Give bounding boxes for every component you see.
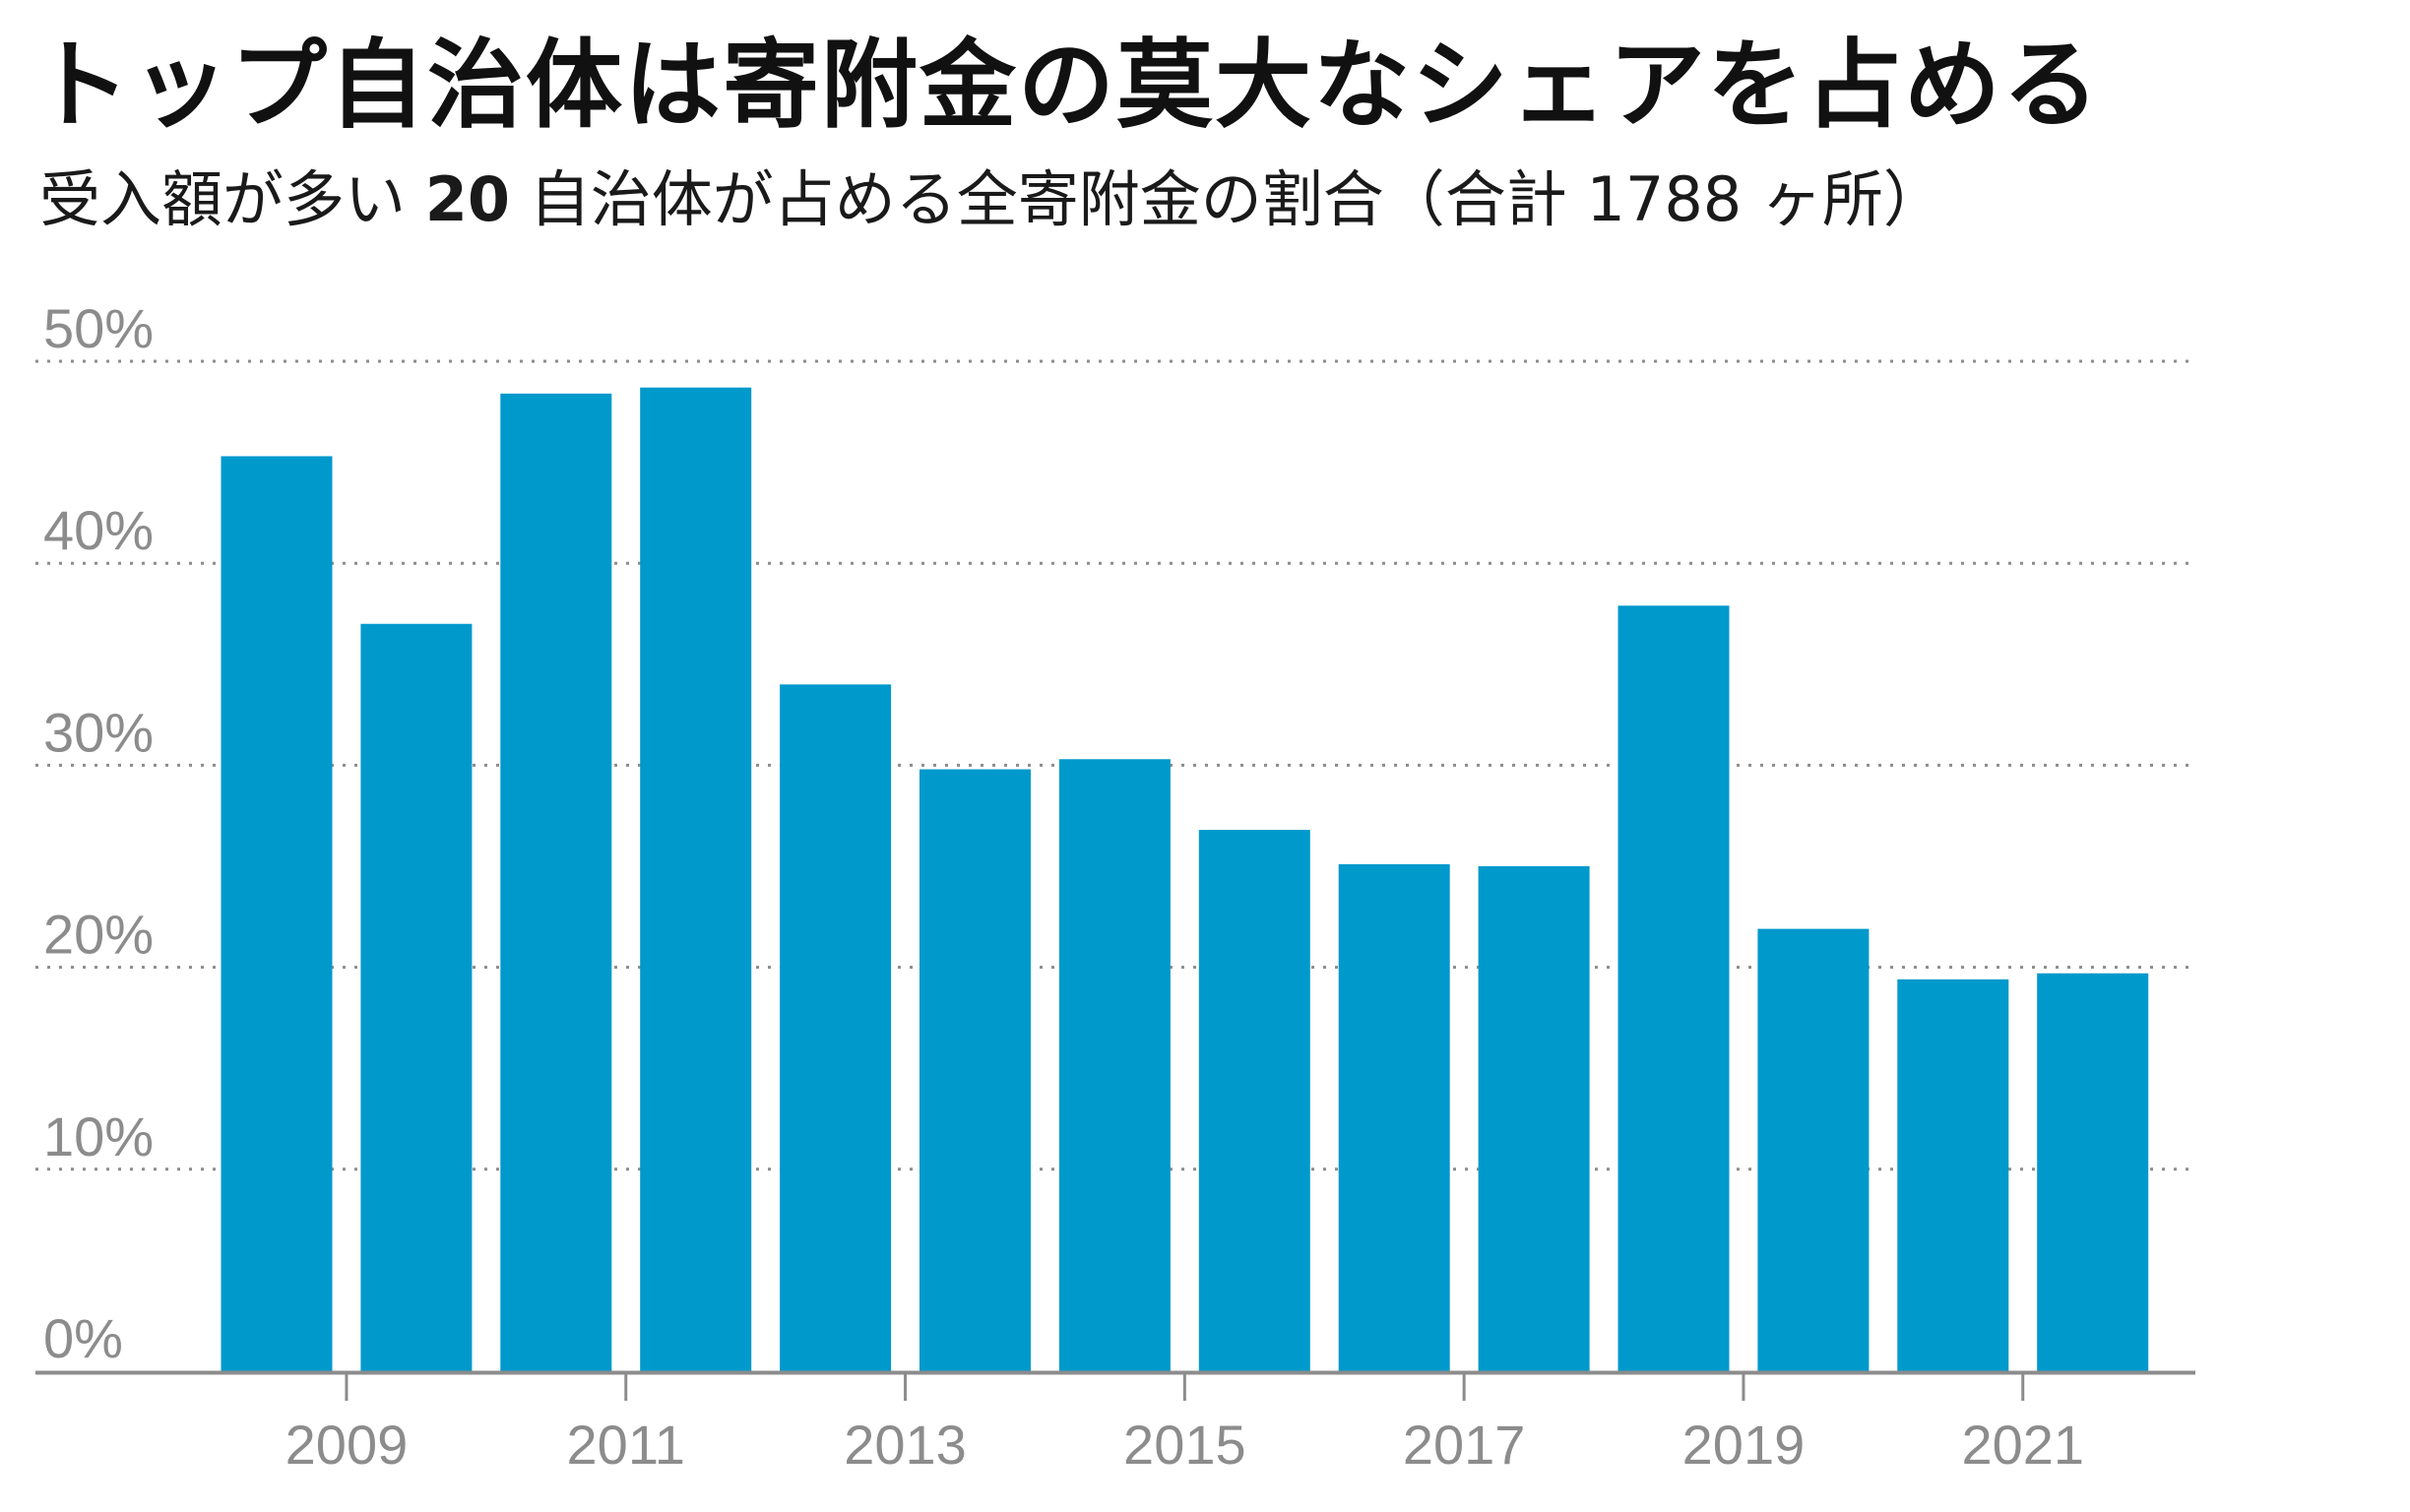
bar-2020	[1897, 979, 2008, 1371]
x-tick-label-2019: 2019	[1682, 1414, 1806, 1476]
x-tick-label-2017: 2017	[1403, 1414, 1526, 1476]
bar-2012	[780, 684, 891, 1371]
x-tick-label-2021: 2021	[1961, 1414, 2084, 1476]
bar-2010	[500, 394, 611, 1371]
bar-2019	[1757, 929, 1869, 1371]
bar-2013	[920, 770, 1031, 1371]
bars	[222, 388, 2149, 1371]
bar-2011	[640, 388, 751, 1371]
x-tick-label-2015: 2015	[1123, 1414, 1246, 1476]
bar-2021	[2037, 974, 2148, 1371]
y-tick-label-30: 30%	[43, 701, 154, 763]
y-tick-label-20: 20%	[43, 904, 154, 966]
y-tick-label-0: 0%	[43, 1307, 123, 1369]
y-tick-label-10: 10%	[43, 1105, 154, 1167]
bar-2009	[360, 624, 472, 1371]
bar-2015	[1199, 830, 1310, 1371]
bar-2008	[222, 456, 333, 1371]
x-tick-label-2009: 2009	[285, 1414, 409, 1476]
x-tick-label-2013: 2013	[844, 1414, 967, 1476]
bar-2016	[1339, 864, 1450, 1371]
x-tick-label-2011: 2011	[567, 1414, 685, 1476]
bar-2014	[1059, 759, 1171, 1371]
bar-2018	[1618, 605, 1730, 1371]
y-tick-label-40: 40%	[43, 499, 154, 561]
axes: 2009 2011 2013 2015 2017 2019 2021	[35, 1371, 2195, 1476]
y-tick-label-50: 50%	[43, 297, 154, 359]
bar-2017	[1479, 866, 1590, 1371]
